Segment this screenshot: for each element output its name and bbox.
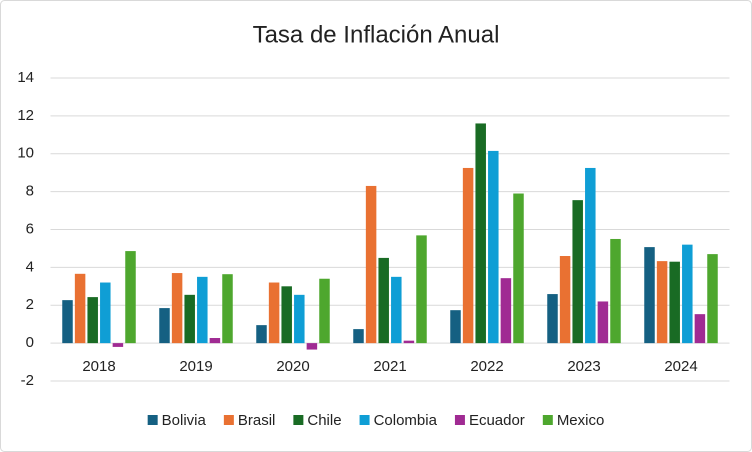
legend-label: Bolivia xyxy=(162,412,207,429)
bar xyxy=(159,308,170,344)
x-tick-label: 2023 xyxy=(567,358,600,375)
y-tick-label: 14 xyxy=(17,69,34,86)
x-tick-label: 2019 xyxy=(179,358,212,375)
bar xyxy=(378,257,389,344)
legend-swatch xyxy=(454,415,465,425)
bar xyxy=(184,294,195,344)
bar xyxy=(694,314,706,344)
bar xyxy=(559,256,571,344)
legend-label: Ecuador xyxy=(469,412,525,429)
bar xyxy=(62,300,73,344)
legend-swatch xyxy=(293,415,304,425)
bar xyxy=(597,301,609,344)
y-tick-label: 6 xyxy=(26,220,34,237)
bar xyxy=(644,247,655,344)
bar xyxy=(462,167,474,344)
legend-label: Colombia xyxy=(374,412,438,429)
bar xyxy=(610,238,621,344)
bar xyxy=(403,340,415,344)
bar xyxy=(391,276,402,344)
y-tick-label: 8 xyxy=(26,183,34,200)
x-tick-label: 2024 xyxy=(664,358,697,375)
bar xyxy=(513,193,524,344)
bar xyxy=(268,282,280,344)
bar xyxy=(171,273,183,344)
bar xyxy=(319,278,330,344)
bar xyxy=(707,254,718,344)
y-tick-label: 2 xyxy=(26,296,34,313)
bar xyxy=(450,310,461,344)
bar xyxy=(475,123,486,344)
x-tick-label: 2018 xyxy=(82,358,115,375)
bar xyxy=(547,294,558,344)
bar xyxy=(294,294,305,344)
bar xyxy=(87,297,98,344)
bar xyxy=(682,244,693,344)
x-tick-label: 2020 xyxy=(276,358,309,375)
bar xyxy=(353,329,364,344)
bar xyxy=(306,343,318,350)
bar xyxy=(281,286,292,344)
bar xyxy=(256,325,267,344)
legend-label: Brasil xyxy=(238,412,276,429)
bar xyxy=(222,274,233,344)
bar xyxy=(112,343,124,347)
bar xyxy=(209,338,221,344)
bar xyxy=(74,273,86,344)
legend-label: Chile xyxy=(307,412,341,429)
bar xyxy=(197,276,208,344)
legend-swatch xyxy=(542,415,553,425)
x-tick-label: 2022 xyxy=(470,358,503,375)
bar xyxy=(100,282,111,344)
x-tick-label: 2021 xyxy=(373,358,406,375)
y-tick-label: 0 xyxy=(26,334,34,351)
bar xyxy=(488,150,499,344)
bar xyxy=(572,200,583,344)
legend-swatch xyxy=(359,415,370,425)
bar xyxy=(656,261,668,344)
chart-title: Tasa de Inflación Anual xyxy=(253,21,500,48)
legend-swatch xyxy=(223,415,234,425)
y-tick-label: 10 xyxy=(17,145,34,162)
legend-label: Mexico xyxy=(557,412,605,429)
bar xyxy=(585,167,596,344)
bar xyxy=(416,235,427,344)
y-tick-label: 12 xyxy=(17,107,34,124)
bar xyxy=(669,261,680,344)
bar xyxy=(365,185,377,344)
bar xyxy=(125,251,136,344)
y-tick-label: 4 xyxy=(26,258,34,275)
y-tick-label: -2 xyxy=(21,372,34,389)
bar xyxy=(500,278,512,344)
legend-swatch xyxy=(147,415,158,425)
